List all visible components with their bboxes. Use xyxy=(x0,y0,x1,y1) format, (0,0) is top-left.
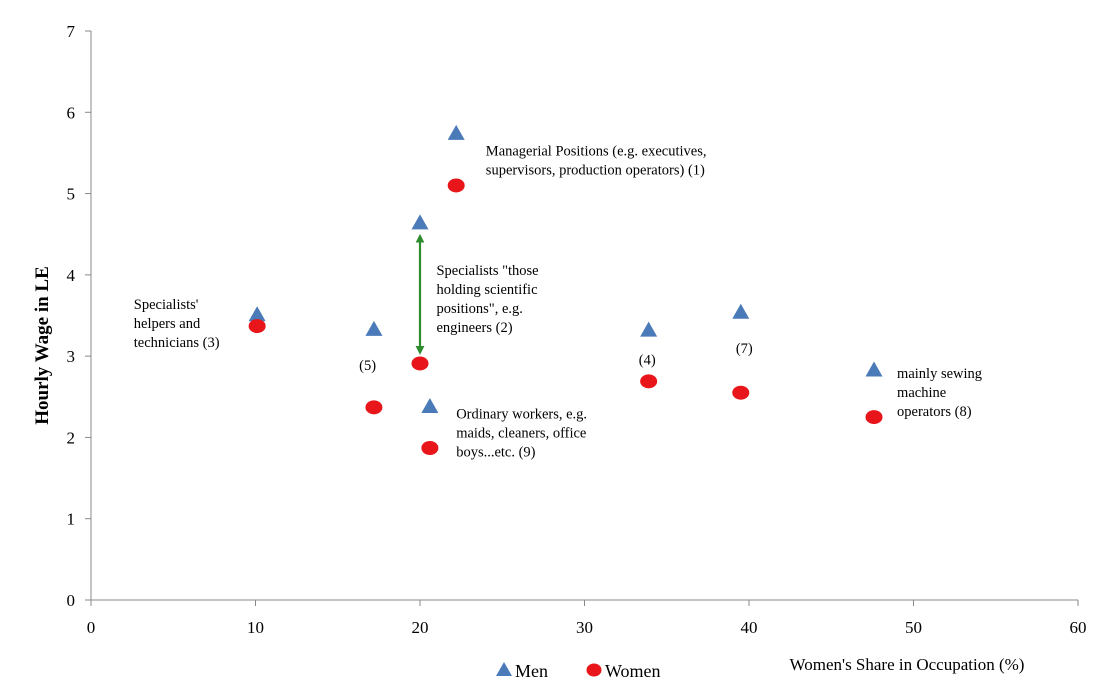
legend-men-icon xyxy=(496,662,512,676)
men-point xyxy=(248,306,266,322)
x-axis-label: Women's Share in Occupation (%) xyxy=(790,655,1025,674)
women-point xyxy=(421,440,439,455)
annotation-line: maids, cleaners, office xyxy=(456,426,586,442)
annotation: (4) xyxy=(639,352,656,368)
annotation-line: machine xyxy=(897,385,946,401)
annotation: mainly sewing machine operators (8) xyxy=(897,366,982,420)
annotation-line: (5) xyxy=(359,358,376,374)
annotation-line: positions", e.g. xyxy=(436,301,522,317)
y-axis-label: Hourly Wage in LE xyxy=(32,266,53,425)
annotation: Specialists' helpers and technicians (3) xyxy=(134,297,220,351)
legend: Men Women xyxy=(496,661,661,681)
y-tick-label: 2 xyxy=(67,428,76,447)
axes: 0 1 2 3 4 5 6 7 0 10 20 30 40 50 60 Hourly Wage in LE Wo… xyxy=(32,22,1087,674)
y-tick-label: 7 xyxy=(67,22,76,41)
x-tick-label: 60 xyxy=(1070,618,1087,637)
men-point xyxy=(411,214,429,230)
annotation-line: technicians (3) xyxy=(134,335,220,351)
legend-women-icon xyxy=(586,663,602,677)
x-tick-label: 50 xyxy=(905,618,922,637)
women-point xyxy=(447,178,465,193)
legend-men-label: Men xyxy=(515,661,548,681)
annotation-line: engineers (2) xyxy=(436,320,512,336)
men-point xyxy=(421,398,439,414)
men-point xyxy=(365,320,383,336)
women-point xyxy=(732,385,750,400)
annotation: (7) xyxy=(736,341,753,357)
annotation-line: (4) xyxy=(639,352,656,368)
y-tick-label: 5 xyxy=(67,185,76,204)
annotation-line: operators (8) xyxy=(897,404,972,420)
women-point xyxy=(365,400,383,415)
women-point xyxy=(640,374,658,389)
annotation-line: helpers and xyxy=(134,316,201,332)
y-tick-label: 0 xyxy=(67,591,76,610)
annotation-line: Specialists "those xyxy=(436,263,538,279)
annotation-line: Ordinary workers, e.g. xyxy=(456,407,587,423)
y-tick-label: 3 xyxy=(67,347,76,366)
annotation-line: (7) xyxy=(736,341,753,357)
women-point xyxy=(411,356,429,371)
annotation-line: mainly sewing xyxy=(897,366,982,382)
annotation-line: supervisors, production operators) (1) xyxy=(486,162,705,178)
y-tick-label: 1 xyxy=(67,510,76,529)
data-points xyxy=(248,124,883,455)
x-tick-label: 10 xyxy=(247,618,264,637)
legend-women-label: Women xyxy=(605,661,661,681)
annotation: Managerial Positions (e.g. executives, su… xyxy=(486,143,707,178)
annotation-line: holding scientific xyxy=(436,282,537,298)
y-tick-label: 6 xyxy=(67,103,76,122)
y-tick-label: 4 xyxy=(67,266,76,285)
x-tick-label: 0 xyxy=(87,618,96,637)
x-tick-label: 20 xyxy=(412,618,429,637)
annotations: Managerial Positions (e.g. executives, su… xyxy=(134,143,982,460)
men-point xyxy=(732,303,750,319)
annotation-line: Managerial Positions (e.g. executives, xyxy=(486,143,707,159)
men-point xyxy=(865,361,883,377)
x-tick-label: 40 xyxy=(741,618,758,637)
men-point xyxy=(447,124,465,140)
annotation: (5) xyxy=(359,358,376,374)
women-point xyxy=(248,319,266,334)
x-tick-label: 30 xyxy=(576,618,593,637)
women-point xyxy=(865,410,883,425)
annotation: Specialists "those holding scientific posi… xyxy=(436,263,538,336)
annotation-line: boys...etc. (9) xyxy=(456,445,535,461)
annotation-line: Specialists' xyxy=(134,297,199,313)
annotation: Ordinary workers, e.g. maids, cleaners, o… xyxy=(456,407,587,461)
men-point xyxy=(640,321,658,337)
